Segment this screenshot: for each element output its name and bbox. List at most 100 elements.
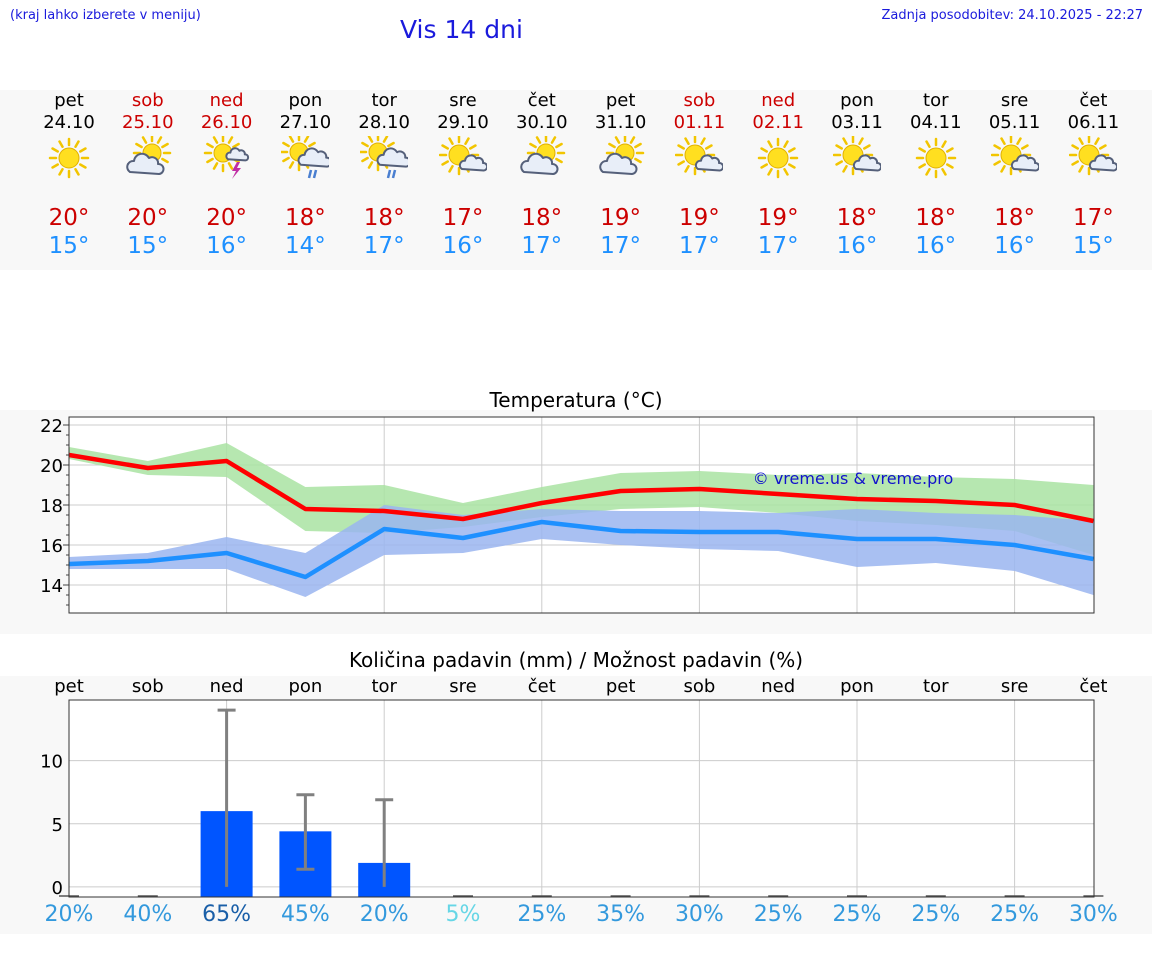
precipitation-probability: 30% bbox=[674, 902, 724, 927]
last-updated: Zadnja posodobitev: 24.10.2025 - 22:27 bbox=[881, 8, 1143, 23]
min-temperature: 15° bbox=[1073, 233, 1114, 259]
precipitation-probability: 25% bbox=[990, 902, 1040, 927]
day-forecast: pon 27.10 18° 14° bbox=[266, 90, 344, 260]
day-forecast: tor 04.11 18° 16° bbox=[897, 90, 975, 260]
day-date: 06.11 bbox=[1067, 112, 1120, 133]
sun-small-cloud-icon bbox=[1069, 134, 1119, 176]
precipitation-error-bar bbox=[296, 793, 315, 871]
sun-icon bbox=[48, 137, 90, 179]
day-forecast: čet 06.11 17° 15° bbox=[1054, 90, 1132, 260]
precipitation-error-bar bbox=[217, 708, 236, 887]
x-tick-label: tor bbox=[923, 676, 949, 697]
max-temperature: 20° bbox=[127, 205, 169, 231]
day-date: 27.10 bbox=[279, 112, 332, 133]
min-temperature: 16° bbox=[206, 233, 247, 259]
precipitation-probability: 5% bbox=[445, 902, 481, 927]
day-name: pet bbox=[605, 90, 636, 111]
day-date: 31.10 bbox=[594, 112, 647, 133]
sun-cloud-icon bbox=[126, 133, 172, 175]
y-tick-label: 14 bbox=[40, 576, 63, 597]
max-temperature: 19° bbox=[600, 205, 641, 231]
day-name: sob bbox=[131, 90, 164, 111]
day-name: ned bbox=[761, 90, 796, 111]
temperature-chart-title: Temperatura (°C) bbox=[489, 388, 663, 412]
y-tick-label: 5 bbox=[52, 815, 63, 836]
sun-icon bbox=[757, 137, 799, 179]
x-tick-label: sre bbox=[1001, 676, 1028, 697]
precipitation-probability: 40% bbox=[123, 902, 173, 927]
min-temperature: 17° bbox=[600, 233, 641, 259]
day-forecast: pet 31.10 19° 17° bbox=[582, 90, 660, 260]
y-tick-label: 16 bbox=[40, 536, 63, 557]
max-temperature: 18° bbox=[994, 205, 1035, 231]
day-date: 29.10 bbox=[437, 112, 489, 133]
precipitation-probability: 25% bbox=[832, 902, 882, 927]
x-tick-label: sob bbox=[132, 676, 164, 697]
day-name: ned bbox=[209, 90, 244, 111]
min-temperature: 17° bbox=[363, 233, 405, 259]
max-temperature: 18° bbox=[363, 205, 405, 231]
max-temperature-line bbox=[68, 452, 1094, 524]
day-forecast: sob 01.11 19° 17° bbox=[660, 90, 738, 260]
precipitation-error-bar bbox=[375, 798, 394, 887]
day-date: 26.10 bbox=[200, 112, 253, 133]
day-date: 05.11 bbox=[988, 112, 1041, 133]
day-date: 03.11 bbox=[831, 112, 883, 133]
x-tick-label: pet bbox=[606, 676, 636, 697]
min-temperature: 14° bbox=[285, 233, 326, 259]
x-tick-label: ned bbox=[761, 676, 795, 697]
precipitation-probability: 45% bbox=[280, 902, 330, 927]
precipitation-probability: 25% bbox=[753, 902, 803, 927]
max-temperature: 20° bbox=[206, 205, 247, 231]
page-title: Vis 14 dni bbox=[400, 15, 523, 44]
y-tick-label: 18 bbox=[40, 496, 63, 517]
precipitation-chart: pet sob ned pon tor sre čet pet sob ned pon tor sre č… bbox=[40, 676, 1107, 899]
day-name: čet bbox=[1079, 90, 1108, 111]
precipitation-probability: 20% bbox=[359, 902, 409, 927]
day-date: 28.10 bbox=[358, 112, 410, 133]
forecast-band bbox=[0, 90, 1152, 270]
precipitation-probability: 30% bbox=[1068, 902, 1118, 927]
min-temperature: 15° bbox=[127, 233, 169, 259]
temperature-chart: 14 16 18 20 22 © vreme.us & vreme.pro bbox=[40, 416, 1095, 614]
sun-cloud-icon bbox=[520, 133, 566, 175]
precipitation-probability: 25% bbox=[517, 902, 567, 927]
y-tick-label: 22 bbox=[40, 416, 63, 437]
max-temperature: 18° bbox=[836, 205, 878, 231]
min-temperature: 16° bbox=[836, 233, 878, 259]
y-tick-label: 20 bbox=[40, 456, 63, 477]
plot-frame bbox=[68, 416, 1095, 614]
x-tick-label: sre bbox=[449, 676, 476, 697]
max-temperature: 18° bbox=[521, 205, 563, 231]
day-date: 01.11 bbox=[673, 112, 726, 133]
min-temperature: 16° bbox=[915, 233, 957, 259]
day-forecast: sre 29.10 17° 16° bbox=[424, 90, 502, 260]
day-name: tor bbox=[371, 90, 397, 111]
day-date: 02.11 bbox=[752, 112, 804, 133]
day-forecast: pet 24.10 20° 15° bbox=[30, 90, 108, 260]
day-name: čet bbox=[527, 90, 556, 111]
day-forecast: tor 28.10 18° 17° bbox=[345, 90, 423, 260]
max-temperature: 17° bbox=[442, 205, 484, 231]
sun-icon bbox=[915, 137, 957, 179]
day-name: pon bbox=[840, 90, 874, 111]
day-forecast: čet 30.10 18° 17° bbox=[503, 90, 581, 260]
day-name: tor bbox=[923, 90, 949, 111]
day-forecast: ned 26.10 20° 16° bbox=[188, 90, 266, 260]
max-temperature: 18° bbox=[285, 205, 326, 231]
sun-small-cloud-icon bbox=[438, 134, 489, 176]
max-temperature: 19° bbox=[679, 205, 720, 231]
max-temperature: 20° bbox=[48, 205, 90, 231]
precipitation-probability: 35% bbox=[596, 902, 646, 927]
day-forecast: ned 02.11 19° 17° bbox=[739, 90, 817, 260]
day-name: sre bbox=[449, 90, 477, 111]
max-temperature: 19° bbox=[757, 205, 799, 231]
day-date: 25.10 bbox=[122, 112, 174, 133]
max-temperature: 18° bbox=[915, 205, 957, 231]
precipitation-probability: 25% bbox=[911, 902, 961, 927]
x-tick-label: pon bbox=[840, 676, 874, 697]
location-hint[interactable]: (kraj lahko izberete v meniju) bbox=[10, 8, 201, 23]
day-date: 04.11 bbox=[910, 112, 962, 133]
sun-cloud-rain-icon bbox=[280, 132, 333, 179]
min-temperature-line bbox=[68, 519, 1094, 580]
